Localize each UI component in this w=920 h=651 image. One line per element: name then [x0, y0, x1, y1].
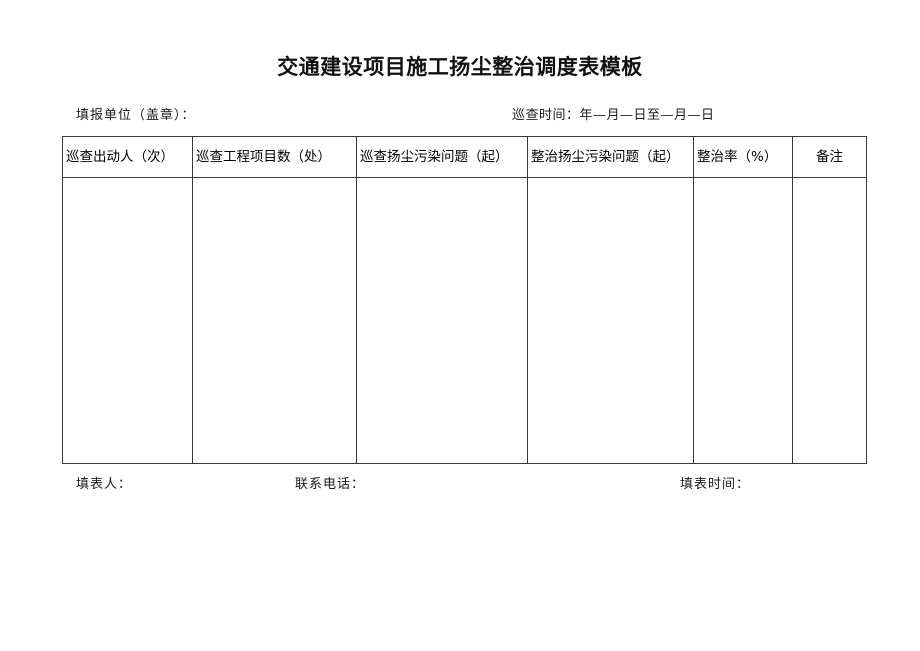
- page-title: 交通建设项目施工扬尘整治调度表模板: [277, 54, 643, 79]
- cell-projects-inspected[interactable]: [192, 177, 357, 464]
- dust-control-schedule-table: 巡查出动人（次） 巡查工程项目数（处） 巡查扬尘污染问题（起） 整治扬尘污染问题…: [62, 136, 867, 464]
- column-header-projects-inspected: 巡查工程项目数（处）: [192, 136, 357, 178]
- footer-row: 填表人： 联系电话： 填表时间：: [0, 474, 920, 496]
- column-header-dispatched-people: 巡查出动人（次）: [62, 136, 193, 178]
- cell-dust-problems-found[interactable]: [356, 177, 528, 464]
- column-header-dust-problems-found: 巡查扬尘污染问题（起）: [356, 136, 528, 178]
- cell-dispatched-people[interactable]: [62, 177, 193, 464]
- column-header-remarks: 备注: [792, 136, 867, 178]
- cell-rectification-rate[interactable]: [693, 177, 793, 464]
- column-header-rectification-rate: 整治率（%）: [693, 136, 793, 178]
- column-header-dust-problems-fixed: 整治扬尘污染问题（起）: [527, 136, 694, 178]
- contact-phone-label: 联系电话：: [295, 477, 366, 492]
- inspection-period-label: 巡查时间：年—月—日至—月—日: [512, 108, 715, 123]
- cell-remarks[interactable]: [792, 177, 867, 464]
- filled-by-label: 填表人：: [76, 477, 133, 492]
- subheader-row: 填报单位（盖章）： 巡查时间：年—月—日至—月—日: [0, 105, 920, 127]
- table-row: [62, 177, 867, 464]
- reporting-unit-label: 填报单位（盖章）：: [76, 108, 196, 123]
- table-header-row: 巡查出动人（次） 巡查工程项目数（处） 巡查扬尘污染问题（起） 整治扬尘污染问题…: [62, 136, 867, 178]
- fill-date-label: 填表时间：: [680, 477, 751, 492]
- cell-dust-problems-fixed[interactable]: [527, 177, 694, 464]
